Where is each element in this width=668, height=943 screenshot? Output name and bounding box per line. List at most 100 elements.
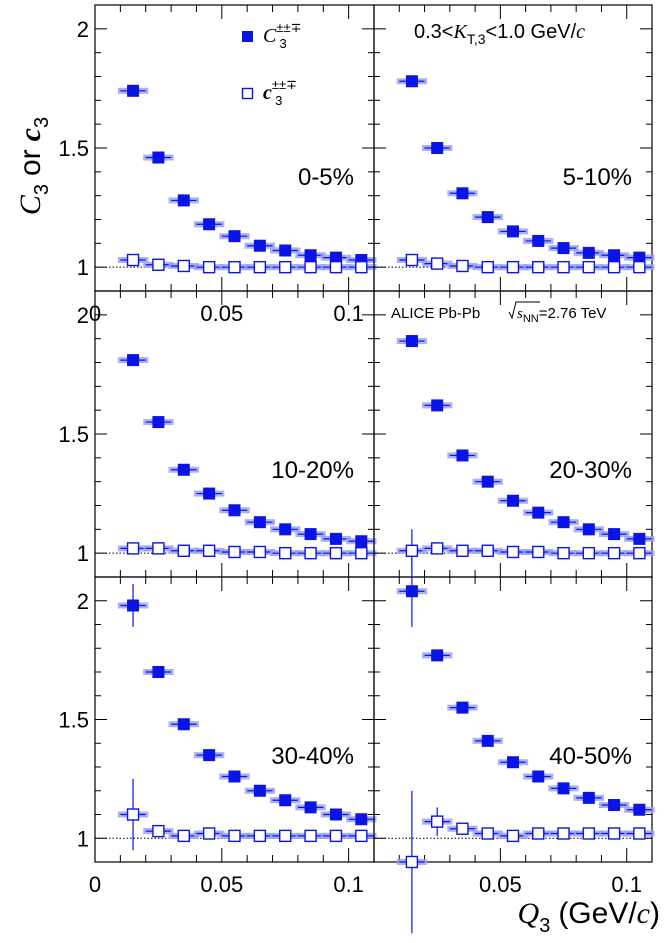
data-point-c3 [557, 546, 570, 560]
y-tick-label: 1 [77, 826, 89, 851]
data-point-c3 [506, 545, 520, 559]
kt-suffix: <1.0 GeV/ [486, 21, 577, 43]
data-point-c3 [355, 260, 368, 274]
data-point-C3 [203, 749, 216, 762]
data-point-c3 [405, 855, 419, 869]
y-tick-label: 1 [77, 255, 89, 280]
centrality-label: 0-5% [298, 164, 354, 191]
data-point-c3 [228, 260, 241, 274]
data-point-C3 [279, 244, 292, 257]
data-point-c3 [430, 815, 444, 828]
panel-0-5%: 11.520 0.05 0.10-5% [58, 4, 377, 326]
data-point-C3 [253, 784, 266, 797]
data-point-C3 [329, 808, 342, 821]
panels-layer: 1 1.5 2 0 0.05 0.1 0-5% 5-10% 1 1.5 2 10-20% 20-30% 1… [58, 4, 655, 934]
data-point-C3 [633, 251, 646, 264]
x-title-sub: 3 [539, 915, 550, 937]
data-point-C3 [431, 649, 444, 662]
data-point-c3 [456, 822, 469, 835]
data-point-c3 [253, 260, 267, 274]
data-point-c3 [177, 829, 190, 843]
x-tick-label: 0 [89, 872, 101, 897]
y-axis-title: C3orc3 [14, 117, 53, 215]
x-tick-label: 0.05 [200, 872, 243, 897]
data-point-c3 [304, 260, 317, 274]
data-point-C3 [177, 194, 190, 207]
data-point-c3 [304, 546, 317, 560]
y-title-or: or [14, 149, 47, 176]
data-point-C3 [152, 416, 165, 429]
alice-text: ALICE Pb-Pb [391, 305, 480, 322]
panel-20-30%: 20-30% [373, 290, 655, 578]
data-point-C3 [127, 84, 140, 97]
alice-energy: =2.76 TeV [539, 305, 607, 322]
data-point-C3 [279, 794, 292, 807]
data-point-C3 [405, 75, 418, 88]
alice-sqrt-sign [508, 301, 540, 320]
data-point-C3 [431, 142, 444, 154]
data-point-C3 [431, 399, 444, 412]
data-point-C3 [304, 249, 317, 262]
data-point-C3 [253, 516, 266, 529]
data-point-c3 [253, 545, 267, 559]
data-point-C3 [456, 701, 469, 714]
data-point-C3 [279, 523, 292, 536]
data-point-c3 [279, 546, 292, 560]
y-tick-label: 2 [77, 589, 89, 614]
data-point-c3 [532, 545, 545, 559]
data-point-c3 [481, 827, 494, 840]
data-point-c3 [329, 260, 343, 274]
x-tick-label: 0.05 [200, 301, 243, 326]
data-point-c3 [582, 260, 596, 274]
data-point-c3 [355, 546, 368, 560]
data-point-c3 [456, 259, 469, 273]
data-point-C3 [456, 187, 469, 200]
data-point-c3 [633, 546, 646, 560]
y-tick-label: 1 [77, 541, 89, 566]
data-point-C3 [608, 799, 621, 811]
legend-entry-C3: C±±∓ 3 [263, 20, 302, 51]
alice-s: s [517, 306, 523, 322]
alice-label: ALICE Pb-Pb sNN=2.76 TeV [391, 301, 607, 325]
data-point-C3 [405, 335, 418, 348]
data-point-C3 [582, 246, 595, 259]
data-point-c3 [126, 253, 140, 267]
data-point-C3 [507, 756, 519, 769]
data-point-C3 [633, 532, 646, 545]
data-point-c3 [152, 542, 165, 555]
y-title-c-sub: 3 [31, 117, 53, 128]
data-point-c3 [430, 257, 444, 270]
x-tick-label: 0.05 [479, 872, 522, 897]
data-point-C3 [557, 516, 570, 529]
x-title-units-open: (GeV/ [558, 897, 637, 930]
data-point-c3 [228, 545, 241, 559]
data-point-C3 [329, 532, 342, 545]
data-point-C3 [329, 251, 342, 264]
data-point-C3 [608, 249, 621, 262]
data-point-c3 [481, 544, 494, 557]
data-point-C3 [532, 770, 545, 783]
data-point-C3 [557, 782, 570, 795]
panel-frame [94, 4, 375, 292]
data-point-c3 [279, 260, 292, 274]
data-point-C3 [532, 234, 545, 247]
data-point-c3 [152, 258, 165, 271]
data-point-c3 [430, 542, 444, 555]
data-point-C3 [481, 211, 494, 224]
y-tick-label: 1.5 [58, 136, 89, 161]
data-point-c3 [202, 260, 216, 274]
data-point-c3 [633, 827, 646, 840]
x-title-units-c: c [637, 897, 650, 930]
kt-prefix: 0.3< [414, 21, 453, 43]
y-title-c: c [14, 128, 47, 141]
data-point-c3 [126, 542, 140, 555]
x-tick-label: 0.1 [611, 872, 642, 897]
data-point-c3 [582, 546, 596, 560]
svg-text:C3orc3: C3orc3 [14, 117, 53, 215]
data-point-C3 [177, 718, 190, 731]
legend-filled-square-marker [242, 31, 253, 42]
data-point-C3 [228, 770, 241, 783]
data-point-c3 [456, 544, 469, 557]
data-point-c3 [405, 544, 419, 557]
